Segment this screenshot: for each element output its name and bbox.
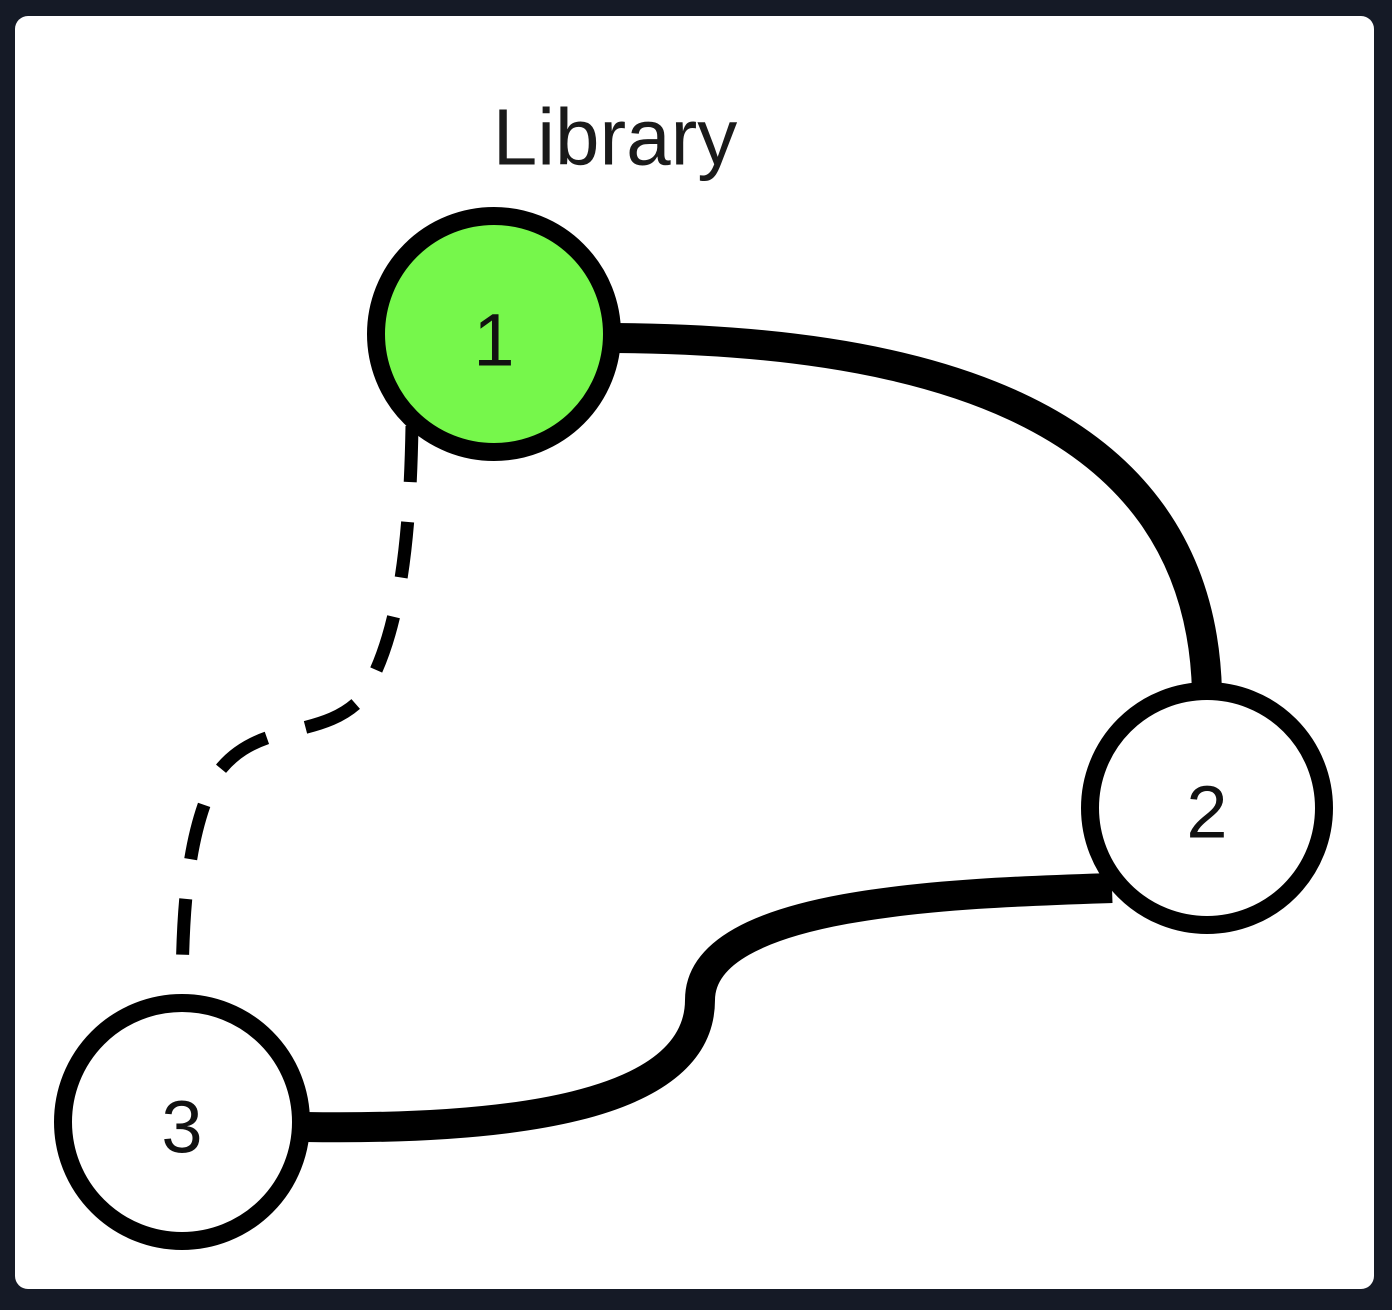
node-3-circle: [54, 994, 310, 1250]
edge-2-3: [304, 873, 1113, 1143]
node-1-circle: [367, 207, 621, 461]
node-3-label: 3: [161, 1086, 202, 1169]
node-1-label: 1: [473, 299, 514, 382]
library-label: Library: [493, 93, 738, 182]
edge-1-2: [614, 323, 1222, 693]
node-1[interactable]: 1: [367, 207, 621, 461]
node-2-circle: [1081, 682, 1333, 934]
edge-1-3: [175, 425, 419, 1011]
node-3[interactable]: 3: [54, 994, 310, 1250]
node-2[interactable]: 2: [1081, 682, 1333, 934]
node-2-label: 2: [1186, 771, 1227, 854]
